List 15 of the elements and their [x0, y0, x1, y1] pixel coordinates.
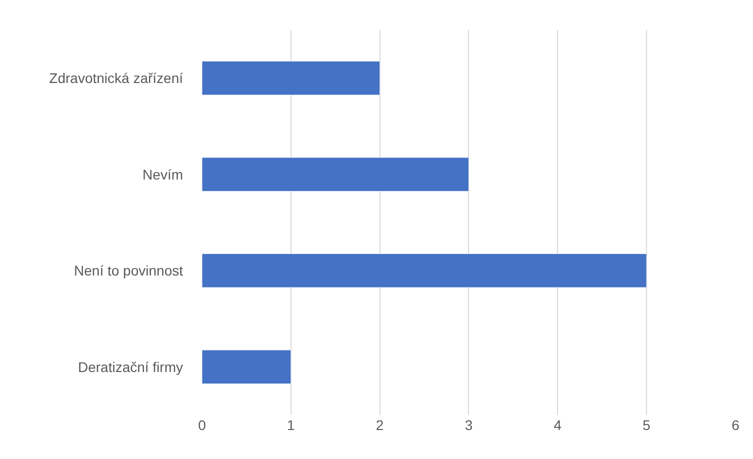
bar: [202, 350, 292, 384]
x-tick-label: 6: [732, 417, 740, 433]
x-tick-label: 1: [287, 417, 296, 433]
bar: [202, 254, 647, 288]
x-tick-label: 0: [198, 417, 206, 433]
y-tick-label: Není to povinnost: [74, 262, 184, 279]
y-tick-label: Zdravotnická zařízení: [49, 70, 184, 86]
y-tick-label: Nevím: [142, 166, 183, 182]
x-tick-label: 4: [554, 417, 562, 433]
x-tick-label: 5: [642, 417, 651, 433]
x-tick-label: 3: [464, 417, 473, 433]
bar: [202, 61, 380, 96]
x-tick-label: 2: [376, 417, 384, 433]
bar: [202, 157, 469, 192]
y-tick-label: Deratizační firmy: [78, 358, 183, 375]
